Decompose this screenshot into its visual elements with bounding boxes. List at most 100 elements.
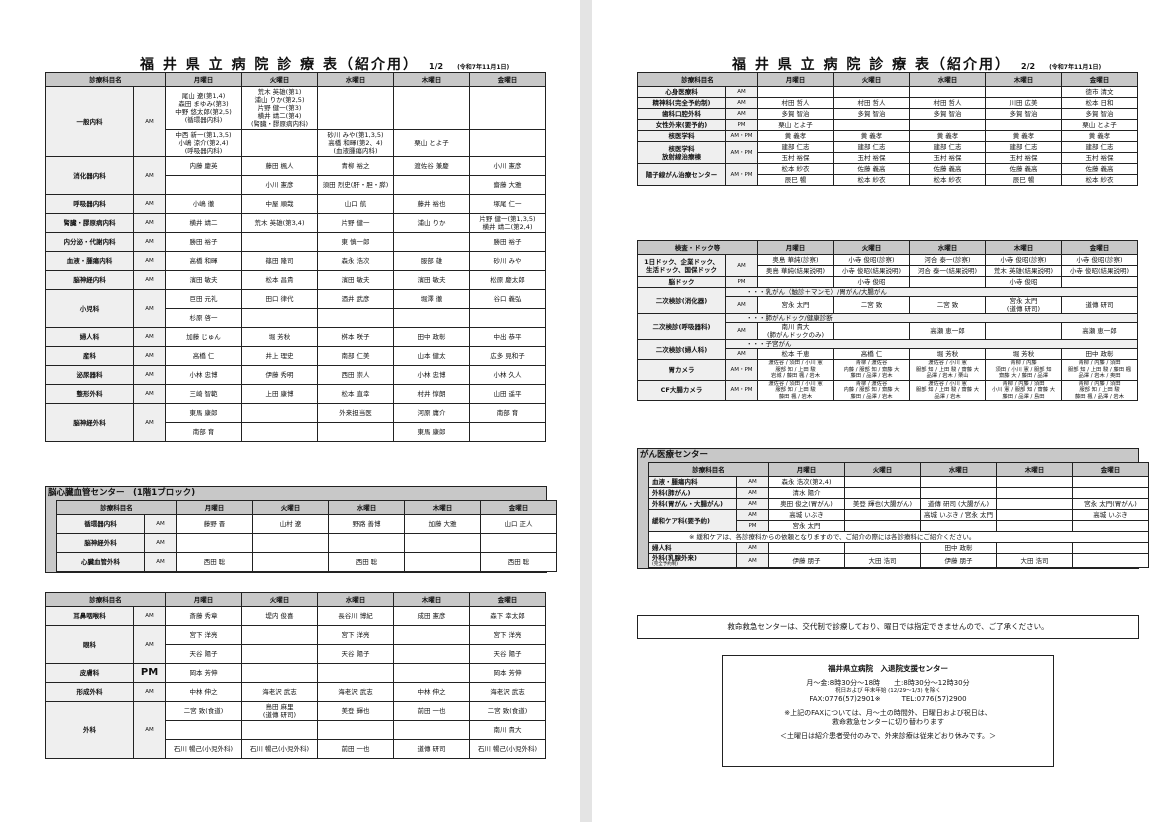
doctor-cell: 道傳 研司 xyxy=(393,739,470,759)
table-row: 形成外科 AM 中林 伸之 海老沢 武志 海老沢 武志 中林 伸之 海老沢 武志 xyxy=(45,682,546,702)
column-header: 木曜日 xyxy=(404,500,481,515)
session-label: AM xyxy=(736,542,769,554)
department-name: 外科(胃がん・大腸がん) xyxy=(648,498,737,510)
session-label: AM・PM xyxy=(725,141,758,164)
doctor-cell: 村田 哲人 xyxy=(757,97,834,109)
doctor-cell: 天谷 陽子 xyxy=(469,644,546,664)
department-name: 核医学科 放射線治療棟 xyxy=(637,141,726,164)
session-label: AM xyxy=(725,108,758,120)
tel-number: TEL:0776(57)2900 xyxy=(901,695,967,703)
doctor-cell xyxy=(241,308,318,328)
doctor-cell: 篠田 隆司 xyxy=(241,251,318,271)
doctor-cell xyxy=(844,542,921,554)
doctor-cell: 村田 哲人 xyxy=(909,97,986,109)
department-name: 腎臓・膠原病内科 xyxy=(45,213,134,233)
doctor-cell xyxy=(920,487,997,499)
doctor-cell: 藤井 裕也 xyxy=(393,194,470,214)
table-row: 脳神経内科 AM 濱田 敏夫 松本 昌貴 濱田 敏夫 濱田 敏夫 松原 慶太郎 xyxy=(45,270,546,290)
column-header: 金曜日 xyxy=(469,72,546,87)
header-row: 診療科目名 月曜日 火曜日 水曜日 木曜日 金曜日 xyxy=(648,462,1149,477)
session-label: AM xyxy=(133,384,166,404)
doctor-cell xyxy=(844,520,921,532)
table-row: 婦人科 AM 田中 政彰 xyxy=(648,542,1149,554)
session-label: AM xyxy=(133,682,166,702)
schedule-table: 診療科目名 月曜日 火曜日 水曜日 木曜日 金曜日 心身医療科 AM 徳市 清文 精神科(完全予約… xyxy=(637,72,1138,186)
doctor-cell xyxy=(985,119,1062,131)
table-row: 核医学科 放射線治療棟 AM・PM 建部 仁志 建部 仁志 建部 仁志 建部 仁志 建部 仁… xyxy=(637,141,1138,164)
column-header: 木曜日 xyxy=(985,240,1062,255)
doctor-cell: 辰巳 暢 xyxy=(757,174,834,186)
department-sublabel: (完全予約制) xyxy=(652,562,679,567)
doctor-cell: 高城 いぶき / 宮永 太門 xyxy=(920,509,997,521)
department-name: 心臓血管外科 xyxy=(56,552,145,572)
doctor-cell: 横井 靖二 xyxy=(165,213,242,233)
column-header: 月曜日 xyxy=(757,240,834,255)
note-cell: ※ 緩和ケアは、各診療科からの依頼となりますので、ご紹介の際には各診療科にご紹介… xyxy=(648,531,1149,543)
doctor-cell: 松本 千恵 xyxy=(757,348,834,360)
doctor-cell xyxy=(469,422,546,442)
doctor-cell xyxy=(393,625,470,645)
table-row: 南部 育 東馬 康郎 xyxy=(46,422,546,442)
doctor-cell xyxy=(317,663,394,683)
doctor-cell: 徳市 清文 xyxy=(1061,86,1138,98)
doctor-cell: 南部 育 xyxy=(165,422,242,442)
header-row: 診療科目名 月曜日 火曜日 水曜日 木曜日 金曜日 xyxy=(637,72,1138,87)
doctor-cell xyxy=(920,520,997,532)
table-row: 1日ドック、企業ドック、 生活ドック、国保ドック AM 奥島 華純(診察) 小寺 俊昭… xyxy=(637,254,1138,277)
schedule-table-other: 診療科目名 月曜日 火曜日 水曜日 木曜日 金曜日 心身医療科 AM 徳市 清文 精神科(完全予約… xyxy=(637,72,1138,186)
table-row: 脳ドック PM 小寺 俊昭 小寺 俊昭 xyxy=(637,276,1138,288)
department-name: 精神科(完全予約制) xyxy=(637,97,726,109)
header-row: 診療科目名 月曜日 火曜日 水曜日 木曜日 金曜日 xyxy=(56,500,557,515)
doctor-cell xyxy=(1072,542,1149,554)
session-label: AM xyxy=(725,348,758,360)
doctor-cell: 玉村 裕保 xyxy=(833,152,910,164)
doctor-cell: 森永 浩次(第2,4) xyxy=(768,476,845,488)
doctor-cell: 宮永 太門 (道傳 研司) xyxy=(985,296,1062,314)
doctor-cell xyxy=(317,422,394,442)
table-row: 南川 貴大 xyxy=(46,720,546,740)
table-row: ※ 緩和ケアは、各診療科からの依頼となりますので、ご紹介の際には各診療科にご紹介… xyxy=(648,531,1149,543)
doctor-cell xyxy=(241,232,318,252)
doctor-cell: 伊藤 朋子 xyxy=(920,553,997,568)
doctor-cell: 渡佐谷 / 小川 憲 服部 知 / 上田 駿 / 齋藤 大 品澤 / 岩木 xyxy=(909,379,986,401)
doctor-cell: 宮下 洋亮 xyxy=(469,625,546,645)
doctor-cell: 大田 浩司 xyxy=(844,553,921,568)
doctor-cell: 黄 義孝 xyxy=(1061,130,1138,142)
doctor-cell xyxy=(241,403,318,423)
doctor-cell: 多賀 智治 xyxy=(757,108,834,120)
doctor-cell: 村田 哲人 xyxy=(833,97,910,109)
title-text: 福 井 県 立 病 院 診 療 表（紹介用） xyxy=(732,57,1011,73)
doctor-cell xyxy=(469,86,546,130)
doctor-cell: 小寺 俊昭 xyxy=(833,276,910,288)
table-row: 外科(肺がん) AM 清水 陽介 xyxy=(648,487,1149,499)
doctor-cell xyxy=(844,476,921,488)
doctor-cell: 松本 紗衣 xyxy=(833,174,910,186)
doctor-cell: 中西 新一(第1,3,5) 小嶋 涼介(第2,4) (呼吸器内科) xyxy=(165,129,242,157)
department-name: 二次検診(消化器) xyxy=(637,287,726,314)
doctor-cell: 東 慎一郎 xyxy=(317,232,394,252)
doctor-cell: 山田 遥平 xyxy=(469,384,546,404)
session-label: AM xyxy=(133,606,166,626)
doctor-cell xyxy=(985,86,1062,98)
column-header: 月曜日 xyxy=(176,500,253,515)
doctor-cell: 堤内 俊喜 xyxy=(241,606,318,626)
doctor-cell: 多賀 智治 xyxy=(985,108,1062,120)
doctor-cell: 渡佐谷 / 須田 / 小川 憲 服部 知 / 上田 駿 岩城 / 藤田 楓 / … xyxy=(757,359,834,381)
doctor-cell xyxy=(317,86,394,130)
doctor-cell xyxy=(328,533,405,553)
doctor-cell: 伊藤 秀明 xyxy=(241,365,318,385)
column-header: 診療科目名 xyxy=(648,462,769,477)
doctor-cell: 天谷 陽子 xyxy=(165,644,242,664)
doctor-cell xyxy=(833,86,910,98)
table-row: 精神科(完全予約制) AM 村田 哲人 村田 哲人 村田 哲人 川田 広美 松本 日和 xyxy=(637,97,1138,109)
table-row: 脳神経外科 AM 東馬 康郎 外来担当医 河原 庸介 南部 育 xyxy=(45,403,546,442)
doctor-cell xyxy=(393,232,470,252)
session-label: AM・PM xyxy=(725,359,758,381)
doctor-cell: 宮永 太門(胃がん) xyxy=(1072,498,1149,510)
doctor-cell xyxy=(833,119,910,131)
column-header: 木曜日 xyxy=(393,72,470,87)
schedule-table: 診療科目名 月曜日 火曜日 水曜日 木曜日 金曜日 一般内科 AM 尾山 遼(第1,4) 森田 … xyxy=(45,72,546,442)
doctor-cell: 巨田 元礼 xyxy=(165,289,242,309)
column-header: 金曜日 xyxy=(1072,462,1149,477)
session-label: AM xyxy=(736,553,769,568)
